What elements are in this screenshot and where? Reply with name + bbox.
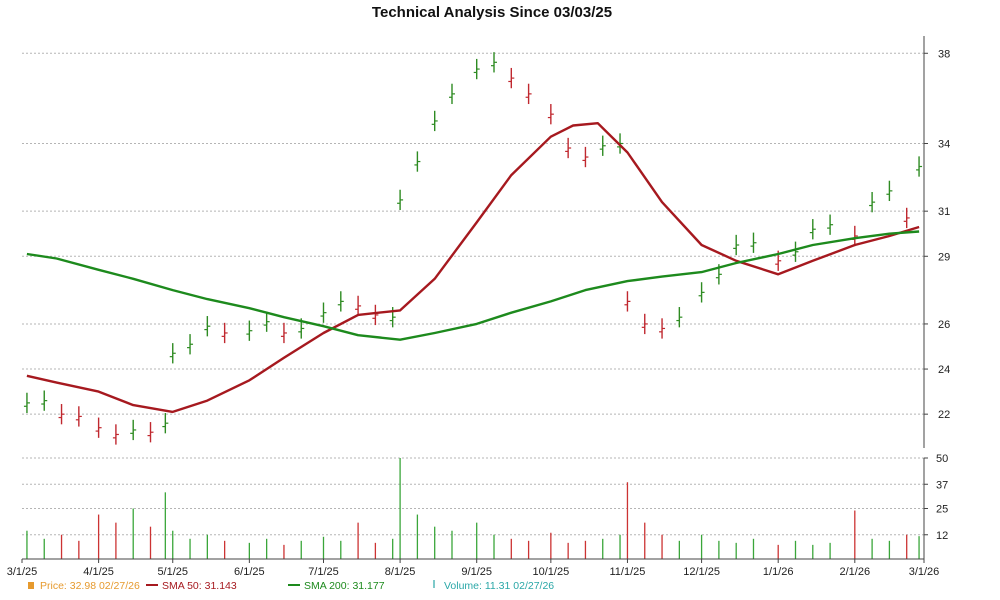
volume-axis-ticks: 12 25 37 50 (924, 453, 948, 542)
x-tick-label: 8/1/25 (385, 566, 416, 578)
sma-200-line (26, 230, 920, 341)
legend-item: SMA 200: 31.177 (288, 580, 385, 592)
x-tick-label: 3/1/26 (909, 566, 940, 578)
price-bar (169, 343, 176, 364)
price-bar (246, 320, 253, 341)
price-tick-label: 24 (938, 364, 950, 376)
x-tick-label: 1/1/26 (763, 566, 794, 578)
price-bar (187, 334, 194, 355)
price-bar (221, 322, 228, 344)
price-tick-label: 29 (938, 251, 950, 263)
legend-item: Volume: 11.31 02/27/26 (433, 580, 554, 592)
price-bar (448, 83, 455, 105)
x-tick-label: 6/1/25 (234, 566, 265, 578)
axes (22, 36, 925, 560)
price-tick-label: 34 (938, 139, 950, 151)
price-bar (624, 291, 631, 312)
x-tick-label: 11/1/25 (610, 566, 646, 578)
price-bar (263, 311, 270, 332)
volume-grid (22, 457, 924, 536)
x-tick-label: 5/1/25 (157, 566, 188, 578)
volume-bars (26, 458, 920, 559)
price-bar (372, 304, 379, 326)
sma-50-line (26, 121, 920, 414)
price-bar (659, 318, 666, 339)
price-bar (414, 151, 421, 172)
price-bar (491, 52, 498, 73)
x-tick-label: 4/1/25 (83, 566, 114, 578)
legend-label: SMA 50: 31.143 (162, 580, 237, 592)
price-bar (280, 322, 287, 344)
legend-label: SMA 200: 31.177 (304, 580, 385, 592)
price-bars (23, 52, 923, 445)
price-bar (750, 232, 757, 253)
price-tick-label: 38 (938, 48, 950, 60)
volume-tick-label: 37 (936, 479, 948, 491)
price-bar (355, 295, 362, 317)
legend: Price: 32.98 02/27/26 SMA 50: 31.143 SMA 2… (28, 580, 554, 592)
price-bar (565, 137, 572, 159)
price-bar (869, 191, 876, 213)
legend-marker (28, 582, 34, 589)
legend-item: Price: 32.98 02/27/26 (28, 580, 140, 592)
price-bar (582, 146, 589, 168)
price-tick-label: 31 (938, 206, 950, 218)
price-bar (851, 225, 858, 247)
price-bar (58, 404, 65, 425)
price-bar (508, 67, 515, 89)
volume-tick-label: 12 (936, 530, 948, 542)
price-bar (525, 83, 532, 105)
price-bar (23, 392, 30, 414)
price-bar (903, 207, 910, 229)
price-bar (733, 234, 740, 256)
price-grid (22, 52, 924, 415)
price-bar (641, 313, 648, 335)
price-bar (809, 219, 816, 240)
x-tick-label: 12/1/25 (683, 566, 720, 578)
chart-title: Technical Analysis Since 03/03/25 (372, 4, 612, 21)
x-tick-label: 2/1/26 (840, 566, 871, 578)
price-bar (792, 241, 799, 262)
price-bar (473, 58, 480, 80)
legend-item: SMA 50: 31.143 (146, 580, 237, 592)
price-bar (130, 419, 137, 441)
price-bar (204, 316, 211, 337)
price-bar (698, 282, 705, 303)
price-bar (95, 417, 102, 438)
legend-label: Volume: 11.31 02/27/26 (444, 580, 554, 592)
price-bar (599, 135, 606, 156)
price-bar (337, 291, 344, 312)
price-bar (397, 189, 404, 211)
x-tick-label: 9/1/25 (461, 566, 492, 578)
price-bar (41, 390, 48, 411)
price-bar (916, 156, 923, 177)
volume-tick-label: 25 (936, 504, 948, 516)
x-tick-label: 10/1/25 (532, 566, 569, 578)
price-bar (320, 302, 327, 323)
price-bar (75, 406, 82, 427)
x-tick-label: 7/1/25 (308, 566, 339, 578)
price-axis-ticks: 22 24 26 29 31 34 38 (924, 48, 950, 421)
price-bar (886, 180, 893, 202)
price-bar (162, 413, 169, 434)
price-bar (431, 110, 438, 132)
legend-label: Price: 32.98 02/27/26 (40, 580, 140, 592)
x-axis-ticks: 3/1/25 4/1/25 5/1/25 6/1/25 7/1/25 8/1/25 9/1/… (7, 559, 940, 578)
price-bar (112, 424, 119, 445)
sma-lines (26, 121, 920, 414)
price-bar (547, 104, 554, 125)
price-bar (676, 307, 683, 328)
volume-tick-label: 50 (936, 453, 948, 465)
price-tick-label: 26 (938, 319, 950, 331)
price-bar (827, 214, 834, 235)
price-bar (147, 422, 154, 443)
price-tick-label: 22 (938, 409, 950, 421)
x-tick-label: 3/1/25 (7, 566, 38, 578)
